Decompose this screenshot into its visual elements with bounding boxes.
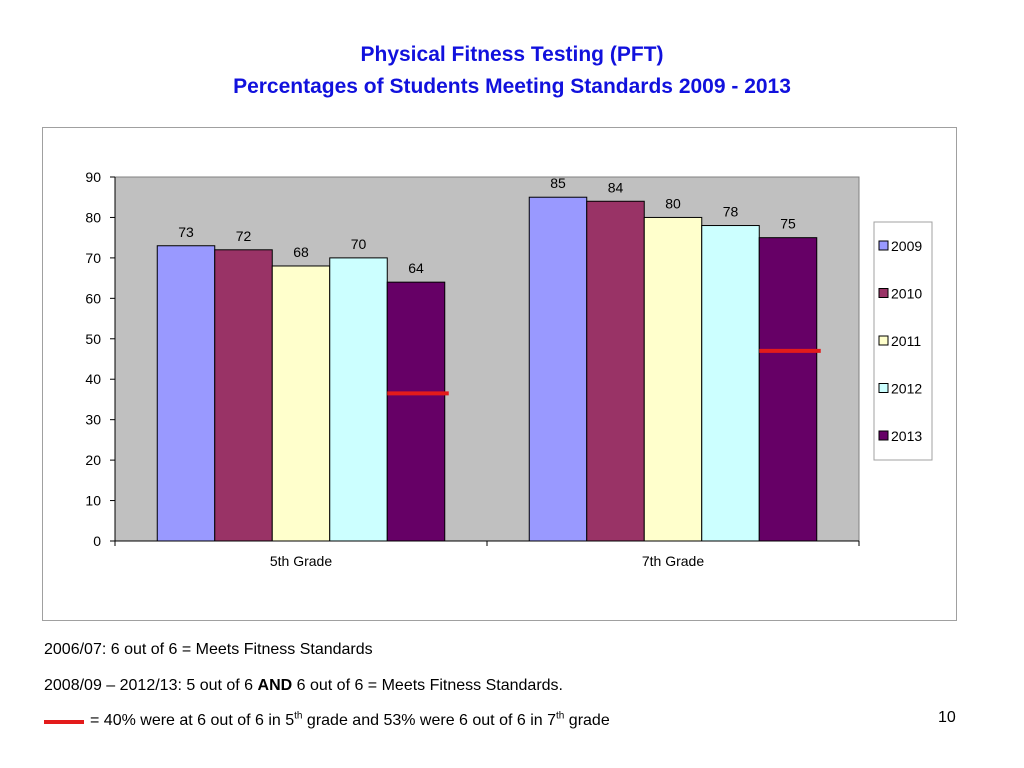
bar-2011: [643, 216, 703, 542]
data-label: 85: [550, 175, 566, 191]
legend-label: 2013: [891, 428, 922, 444]
bar-2010: [586, 200, 645, 542]
note-line-2-pre: 2008/09 – 2012/13: 5 out of 6: [44, 677, 258, 694]
legend-swatch: [878, 335, 889, 346]
bar-chart: 0 10 20 30 40 50 60 70 80 90 5th Grade 73 72 68 70 64 7t…: [85, 169, 933, 569]
chart-container: 0 10 20 30 40 50 60 70 80 90 5th Grade 73 72 68 70 64 7t…: [42, 127, 957, 621]
note-line-3-c: grade: [564, 712, 610, 729]
legend-label: 2010: [891, 286, 922, 302]
note-line-2: 2008/09 – 2012/13: 5 out of 6 AND 6 out …: [44, 676, 563, 696]
data-label: 72: [236, 228, 252, 244]
note-line-1: 2006/07: 6 out of 6 = Meets Fitness Stan…: [44, 641, 373, 658]
note-line-3-a: = 40% were at 6 out of 6 in 5: [90, 712, 295, 729]
note-line-3-sup1: th: [294, 710, 303, 722]
bar-2013: [386, 281, 446, 542]
note-line-3-b: grade and 53% were 6 out of 6 in 7: [302, 712, 556, 729]
y-tick-label: 50: [85, 331, 101, 347]
data-label: 75: [780, 216, 796, 232]
bar-2012: [701, 225, 760, 542]
page-number: 10: [938, 709, 956, 726]
bar-2011: [271, 265, 331, 542]
y-tick-label: 70: [85, 250, 101, 266]
legend-swatch: [878, 288, 889, 298]
legend-label: 2009: [891, 238, 922, 254]
note-line-2-bold: AND: [257, 677, 293, 694]
bar-2009: [156, 245, 216, 542]
red-line-key-icon: [44, 719, 84, 724]
x-category-label: 5th Grade: [270, 553, 332, 569]
y-tick-label: 90: [85, 169, 101, 185]
data-label: 78: [723, 204, 739, 220]
y-tick-label: 60: [85, 290, 101, 306]
legend-label: 2012: [891, 381, 922, 397]
legend-swatch: [878, 240, 889, 251]
data-label: 73: [178, 224, 194, 240]
note-line-2-post: 6 out of 6 = Meets Fitness Standards.: [292, 677, 563, 694]
bar-2013: [758, 237, 818, 542]
y-tick-label: 40: [85, 371, 101, 387]
note-line-3: = 40% were at 6 out of 6 in 5th grade an…: [44, 711, 610, 731]
slide-title-line1: Physical Fitness Testing (PFT): [360, 43, 664, 66]
legend-swatch: [878, 383, 889, 393]
y-tick-label: 0: [93, 533, 101, 549]
legend-swatch: [878, 430, 889, 441]
data-label: 70: [351, 236, 367, 252]
y-tick-label: 80: [85, 209, 101, 225]
note-line-3-sup2: th: [556, 710, 565, 722]
bar-2012: [329, 257, 388, 542]
data-label: 84: [608, 179, 624, 195]
data-label: 80: [665, 195, 681, 211]
y-tick-label: 20: [85, 452, 101, 468]
data-label: 64: [408, 260, 424, 276]
y-tick-label: 30: [85, 412, 101, 428]
legend-label: 2011: [891, 333, 921, 349]
data-label: 68: [293, 244, 309, 260]
bar-2010: [214, 249, 273, 542]
x-category-label: 7th Grade: [642, 553, 704, 569]
y-tick-label: 10: [85, 493, 101, 509]
bar-2009: [528, 196, 588, 542]
slide-title-line2: Percentages of Students Meeting Standard…: [233, 75, 791, 98]
